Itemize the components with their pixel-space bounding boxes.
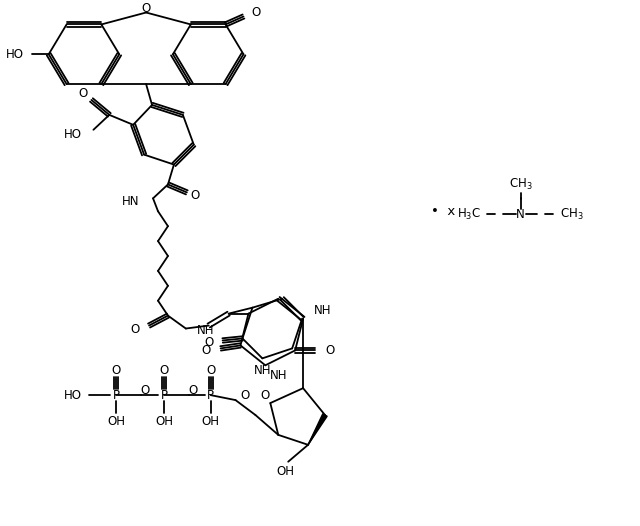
Text: NH: NH [314, 304, 332, 317]
Text: NH: NH [270, 369, 288, 382]
Text: HO: HO [6, 48, 24, 60]
Text: P: P [207, 389, 214, 402]
Text: CH$_3$: CH$_3$ [509, 177, 532, 192]
Text: H$_3$C: H$_3$C [457, 207, 481, 222]
Text: O: O [79, 86, 88, 99]
Text: O: O [141, 2, 150, 15]
Text: •  x: • x [431, 205, 456, 218]
Text: CH$_3$: CH$_3$ [561, 207, 584, 222]
Polygon shape [308, 414, 327, 445]
Text: O: O [252, 6, 260, 19]
Text: OH: OH [155, 416, 173, 429]
Text: O: O [188, 383, 197, 397]
Text: P: P [161, 389, 168, 402]
Text: OH: OH [202, 416, 220, 429]
Text: O: O [140, 383, 150, 397]
Text: O: O [190, 189, 200, 202]
Text: P: P [113, 389, 120, 402]
Text: HO: HO [63, 128, 81, 141]
Text: O: O [111, 364, 121, 377]
Text: O: O [325, 344, 334, 357]
Text: O: O [159, 364, 168, 377]
Text: O: O [206, 364, 215, 377]
Text: OH: OH [276, 465, 294, 478]
Text: O: O [260, 389, 270, 402]
Text: N: N [516, 208, 525, 221]
Text: NH: NH [253, 364, 271, 377]
Text: O: O [202, 344, 211, 357]
Text: HN: HN [122, 195, 139, 208]
Text: NH: NH [196, 324, 214, 337]
Text: O: O [241, 389, 250, 402]
Text: O: O [204, 336, 214, 349]
Text: O: O [131, 323, 140, 336]
Text: HO: HO [63, 389, 81, 402]
Text: OH: OH [108, 416, 125, 429]
